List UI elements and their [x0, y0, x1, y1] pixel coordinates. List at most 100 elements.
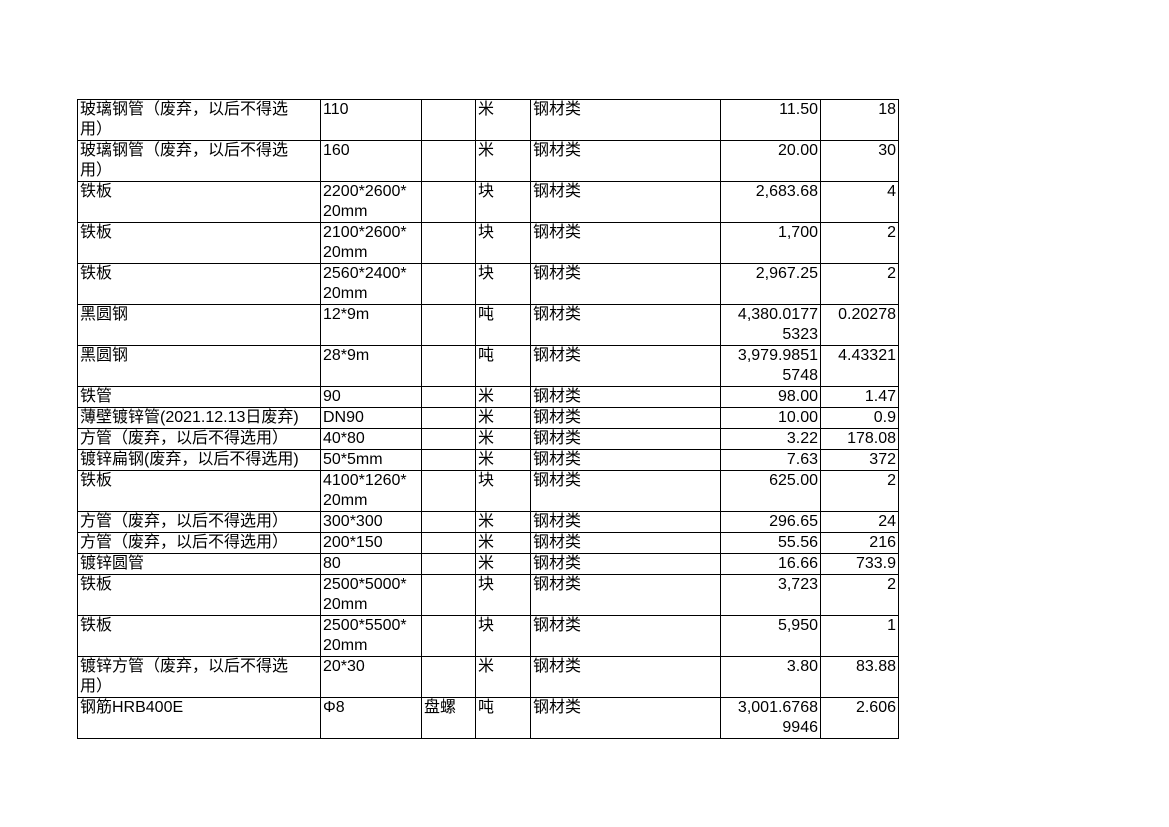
cell-price: 3.22	[720, 428, 821, 450]
cell-type	[421, 140, 476, 182]
cell-type	[421, 407, 476, 429]
cell-category: 钢材类	[530, 553, 721, 575]
cell-type	[421, 574, 476, 616]
materials-table-body: 玻璃钢管（废弃，以后不得选 用） 110 米钢材类 11.50 18 玻璃钢管（废弃，以后…	[77, 99, 899, 739]
cell-price: 296.65	[720, 511, 821, 533]
cell-price: 3.80	[720, 656, 821, 698]
cell-type	[421, 99, 476, 141]
cell-name: 铁板	[77, 222, 321, 264]
cell-type	[421, 470, 476, 512]
cell-name: 铁管	[77, 386, 321, 408]
cell-qty: 2	[820, 263, 899, 305]
table-row: 钢筋HRB400E Φ8 盘螺吨钢材类 3,001.6768 9946 2.606	[77, 697, 899, 739]
cell-qty: 4	[820, 181, 899, 223]
cell-unit: 吨	[475, 304, 531, 346]
cell-spec: 50*5mm	[320, 449, 422, 471]
cell-spec: 200*150	[320, 532, 422, 554]
cell-qty: 2.606	[820, 697, 899, 739]
cell-qty: 216	[820, 532, 899, 554]
cell-price: 10.00	[720, 407, 821, 429]
cell-spec: 12*9m	[320, 304, 422, 346]
cell-type	[421, 222, 476, 264]
cell-type	[421, 428, 476, 450]
cell-qty: 733.9	[820, 553, 899, 575]
cell-price: 1,700	[720, 222, 821, 264]
cell-category: 钢材类	[530, 428, 721, 450]
cell-spec: 2560*2400* 20mm	[320, 263, 422, 305]
table-row: 镀锌方管（废弃，以后不得选 用） 20*30 米钢材类 3.80 83.88	[77, 656, 899, 698]
cell-unit: 吨	[475, 345, 531, 387]
cell-price: 98.00	[720, 386, 821, 408]
table-row: 玻璃钢管（废弃，以后不得选 用） 160 米钢材类 20.00 30	[77, 140, 899, 182]
table-row: 铁管 90 米钢材类 98.00 1.47	[77, 386, 899, 408]
cell-spec: 80	[320, 553, 422, 575]
cell-category: 钢材类	[530, 345, 721, 387]
table-row: 方管（废弃，以后不得选用） 300*300 米钢材类 296.65 24	[77, 511, 899, 533]
cell-spec: DN90	[320, 407, 422, 429]
cell-category: 钢材类	[530, 181, 721, 223]
cell-qty: 0.9	[820, 407, 899, 429]
cell-qty: 178.08	[820, 428, 899, 450]
cell-spec: Φ8	[320, 697, 422, 739]
cell-price: 2,967.25	[720, 263, 821, 305]
cell-name: 方管（废弃，以后不得选用）	[77, 511, 321, 533]
cell-category: 钢材类	[530, 407, 721, 429]
cell-price: 5,950	[720, 615, 821, 657]
table-row: 黑圆钢 28*9m 吨钢材类 3,979.9851 5748 4.43321	[77, 345, 899, 387]
cell-type	[421, 656, 476, 698]
table-row: 铁板 4100*1260* 20mm 块钢材类 625.00 2	[77, 470, 899, 512]
cell-qty: 24	[820, 511, 899, 533]
cell-price: 4,380.0177 5323	[720, 304, 821, 346]
cell-name: 铁板	[77, 574, 321, 616]
cell-qty: 1	[820, 615, 899, 657]
table-row: 方管（废弃，以后不得选用） 200*150 米钢材类 55.56 216	[77, 532, 899, 554]
cell-name: 玻璃钢管（废弃，以后不得选 用）	[77, 140, 321, 182]
cell-spec: 40*80	[320, 428, 422, 450]
cell-qty: 372	[820, 449, 899, 471]
cell-category: 钢材类	[530, 470, 721, 512]
cell-price: 2,683.68	[720, 181, 821, 223]
cell-qty: 18	[820, 99, 899, 141]
table-row: 方管（废弃，以后不得选用） 40*80 米钢材类 3.22 178.08	[77, 428, 899, 450]
cell-unit: 块	[475, 181, 531, 223]
cell-qty: 4.43321	[820, 345, 899, 387]
table-row: 镀锌扁钢(废弃，以后不得选用) 50*5mm 米钢材类 7.63 372	[77, 449, 899, 471]
cell-unit: 块	[475, 222, 531, 264]
cell-spec: 2100*2600* 20mm	[320, 222, 422, 264]
cell-type	[421, 553, 476, 575]
cell-type	[421, 345, 476, 387]
cell-name: 铁板	[77, 181, 321, 223]
cell-name: 玻璃钢管（废弃，以后不得选 用）	[77, 99, 321, 141]
cell-type	[421, 532, 476, 554]
cell-unit: 块	[475, 263, 531, 305]
cell-category: 钢材类	[530, 697, 721, 739]
cell-name: 镀锌圆管	[77, 553, 321, 575]
cell-unit: 米	[475, 553, 531, 575]
cell-spec: 300*300	[320, 511, 422, 533]
cell-qty: 30	[820, 140, 899, 182]
cell-unit: 米	[475, 407, 531, 429]
cell-category: 钢材类	[530, 574, 721, 616]
cell-spec: 20*30	[320, 656, 422, 698]
cell-qty: 0.20278	[820, 304, 899, 346]
cell-type	[421, 615, 476, 657]
cell-name: 黑圆钢	[77, 304, 321, 346]
cell-category: 钢材类	[530, 511, 721, 533]
cell-unit: 块	[475, 574, 531, 616]
cell-name: 铁板	[77, 470, 321, 512]
cell-unit: 米	[475, 511, 531, 533]
cell-unit: 米	[475, 449, 531, 471]
cell-name: 铁板	[77, 263, 321, 305]
cell-price: 625.00	[720, 470, 821, 512]
cell-category: 钢材类	[530, 615, 721, 657]
cell-category: 钢材类	[530, 386, 721, 408]
table-row: 铁板 2100*2600* 20mm 块钢材类 1,700 2	[77, 222, 899, 264]
cell-price: 3,979.9851 5748	[720, 345, 821, 387]
table-row: 铁板 2500*5500* 20mm 块钢材类 5,950 1	[77, 615, 899, 657]
table-row: 铁板 2560*2400* 20mm 块钢材类 2,967.25 2	[77, 263, 899, 305]
cell-spec: 160	[320, 140, 422, 182]
cell-unit: 米	[475, 656, 531, 698]
cell-type	[421, 263, 476, 305]
table-row: 黑圆钢 12*9m 吨钢材类 4,380.0177 5323 0.20278	[77, 304, 899, 346]
cell-unit: 米	[475, 428, 531, 450]
